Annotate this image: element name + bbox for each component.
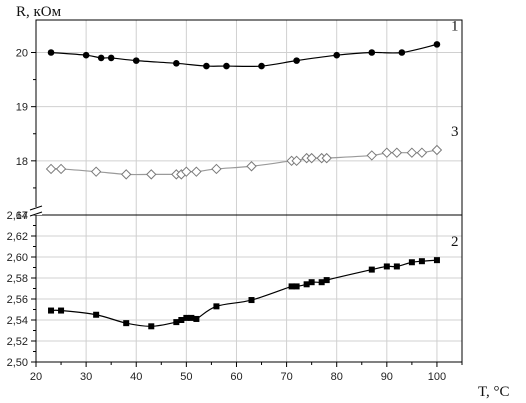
data-point: [146, 169, 157, 180]
y-tick-label: 20: [16, 48, 28, 60]
data-point: [211, 163, 222, 175]
data-point: [246, 161, 257, 172]
series-line-2: [51, 259, 437, 327]
data-point: [47, 49, 55, 56]
data-point: [181, 166, 192, 177]
data-point: [93, 311, 100, 318]
series: [45, 41, 443, 330]
data-point: [323, 277, 330, 284]
series-line-3: [51, 149, 438, 176]
data-point: [45, 163, 57, 175]
data-point: [213, 303, 220, 310]
grid: [35, 20, 462, 363]
x-tick-label: 20: [30, 371, 42, 383]
data-point: [418, 258, 425, 265]
y-tick-label: 2,60: [7, 252, 28, 264]
data-point: [308, 279, 315, 286]
data-point: [82, 51, 90, 59]
x-tick-label: 40: [130, 371, 142, 383]
y-tick-label: 2,50: [7, 357, 28, 369]
data-point: [121, 169, 132, 180]
y-tick-label: 18: [16, 156, 28, 168]
data-point: [416, 147, 428, 158]
labels: 20 30 40 50 60 70 80 90 100171819202,502,522,542…: [7, 18, 459, 383]
y-tick-label: 2,54: [7, 315, 28, 327]
axis-break-mark: [29, 211, 43, 217]
axes: [29, 19, 463, 367]
data-point: [381, 147, 393, 158]
x-tick-label: 70: [280, 371, 292, 383]
data-point: [383, 263, 390, 270]
axis-break-mark: [29, 205, 43, 211]
data-point: [398, 49, 406, 56]
series-label-2: 2: [451, 234, 459, 250]
data-point: [431, 144, 443, 156]
data-point: [107, 54, 115, 62]
data-point: [408, 259, 415, 266]
data-point: [406, 147, 418, 158]
data-point: [291, 155, 302, 167]
data-point: [191, 166, 202, 177]
data-point: [303, 281, 310, 288]
data-point: [333, 51, 341, 59]
y-tick-label: 2,64: [7, 210, 28, 222]
series-label-1: 1: [451, 18, 459, 34]
data-point: [48, 307, 55, 314]
data-point: [321, 152, 332, 164]
data-point: [248, 297, 255, 304]
data-point: [203, 62, 210, 70]
data-point: [318, 279, 325, 286]
x-tick-label: 100: [428, 371, 446, 383]
series-line-1: [50, 43, 438, 68]
data-point: [132, 57, 140, 64]
data-point: [293, 283, 300, 290]
data-point: [433, 257, 440, 264]
data-point: [97, 54, 105, 62]
data-point: [368, 49, 376, 56]
data-point: [258, 62, 265, 70]
data-point: [55, 163, 67, 175]
data-point: [173, 319, 180, 326]
data-point: [393, 263, 400, 270]
x-tick-label: 90: [381, 371, 393, 383]
x-tick-label: 80: [331, 371, 343, 383]
data-point: [183, 314, 190, 321]
data-point: [178, 317, 185, 323]
data-point: [293, 57, 300, 64]
data-point: [90, 166, 102, 177]
y-tick-label: 2,58: [7, 273, 28, 285]
x-tick-label: 60: [230, 371, 242, 383]
y-tick-label: 19: [16, 102, 28, 114]
y-tick-label: 2,52: [7, 336, 28, 348]
data-point: [223, 62, 230, 70]
data-point: [366, 150, 377, 161]
data-point: [173, 60, 180, 67]
y-tick-label: 2,62: [7, 231, 28, 243]
data-point: [123, 320, 130, 327]
y-tick-label: 2,56: [7, 294, 28, 306]
data-point: [433, 41, 441, 48]
axis-break-mask: [30, 207, 42, 215]
data-point: [58, 307, 65, 314]
data-point: [368, 266, 375, 273]
data-point: [306, 152, 317, 164]
data-point: [288, 283, 295, 290]
data-point: [148, 323, 155, 330]
data-point: [391, 147, 403, 158]
y-axis-title: R, кОм: [16, 4, 62, 20]
data-point: [188, 314, 195, 321]
y-tick-label: 17: [16, 210, 28, 222]
x-tick-label: 50: [180, 371, 192, 383]
series-label-3: 3: [451, 124, 459, 140]
x-tick-label: 30: [80, 371, 92, 383]
x-axis-title: T, °C: [478, 384, 510, 400]
plot-frame: [35, 19, 463, 363]
data-point: [193, 315, 200, 322]
